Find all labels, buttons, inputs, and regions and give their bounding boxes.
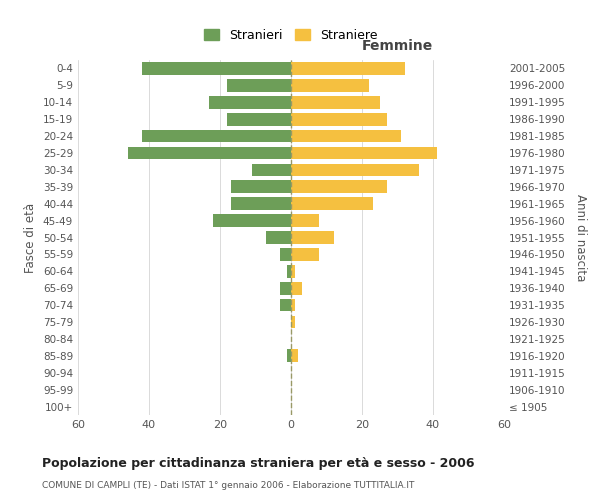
Y-axis label: Anni di nascita: Anni di nascita xyxy=(574,194,587,281)
Bar xyxy=(291,248,319,260)
Bar xyxy=(252,164,291,176)
Bar xyxy=(280,248,291,260)
Bar xyxy=(213,214,291,227)
Bar xyxy=(230,180,291,193)
Legend: Stranieri, Straniere: Stranieri, Straniere xyxy=(199,24,383,46)
Bar xyxy=(230,198,291,210)
Bar xyxy=(227,79,291,92)
Bar xyxy=(291,62,404,75)
Y-axis label: Fasce di età: Fasce di età xyxy=(25,202,37,272)
Bar xyxy=(128,146,291,160)
Bar xyxy=(291,299,295,312)
Bar xyxy=(266,231,291,244)
Bar xyxy=(291,130,401,142)
Bar xyxy=(280,282,291,294)
Bar xyxy=(291,214,319,227)
Bar xyxy=(291,96,380,108)
Bar xyxy=(291,113,387,126)
Bar xyxy=(291,282,302,294)
Text: COMUNE DI CAMPLI (TE) - Dati ISTAT 1° gennaio 2006 - Elaborazione TUTTITALIA.IT: COMUNE DI CAMPLI (TE) - Dati ISTAT 1° ge… xyxy=(42,480,415,490)
Bar xyxy=(142,130,291,142)
Bar xyxy=(291,231,334,244)
Bar xyxy=(291,265,295,278)
Bar xyxy=(291,316,295,328)
Bar xyxy=(287,265,291,278)
Bar xyxy=(227,113,291,126)
Text: Popolazione per cittadinanza straniera per età e sesso - 2006: Popolazione per cittadinanza straniera p… xyxy=(42,458,475,470)
Bar xyxy=(291,198,373,210)
Bar xyxy=(209,96,291,108)
Bar xyxy=(291,146,437,160)
Text: Femmine: Femmine xyxy=(362,39,433,53)
Bar xyxy=(291,164,419,176)
Bar xyxy=(142,62,291,75)
Bar xyxy=(291,350,298,362)
Bar xyxy=(287,350,291,362)
Bar xyxy=(291,79,369,92)
Bar xyxy=(291,180,387,193)
Bar xyxy=(280,299,291,312)
